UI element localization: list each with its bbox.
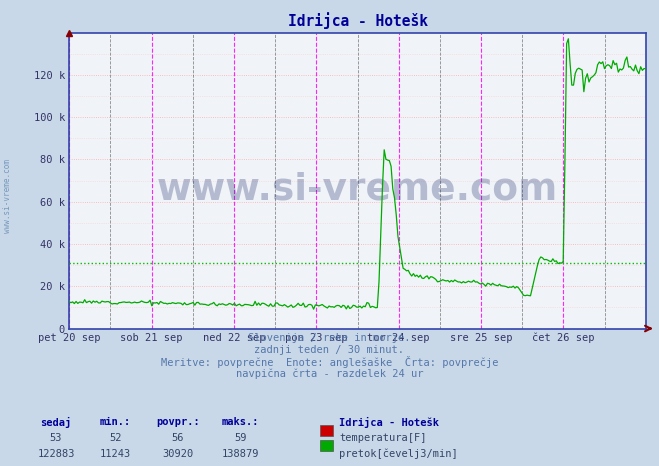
Text: sedaj: sedaj [40, 417, 72, 428]
Text: 56: 56 [172, 433, 184, 443]
Text: 53: 53 [50, 433, 62, 443]
Text: 30920: 30920 [162, 449, 194, 459]
Title: Idrijca - Hotešk: Idrijca - Hotešk [287, 12, 428, 29]
Text: 52: 52 [109, 433, 121, 443]
Text: navpična črta - razdelek 24 ur: navpična črta - razdelek 24 ur [236, 368, 423, 379]
Text: temperatura[F]: temperatura[F] [339, 433, 427, 443]
Text: 122883: 122883 [38, 449, 74, 459]
Text: Idrijca - Hotešk: Idrijca - Hotešk [339, 417, 440, 428]
Text: maks.:: maks.: [222, 417, 259, 427]
Text: www.si-vreme.com: www.si-vreme.com [157, 171, 558, 207]
Text: 59: 59 [235, 433, 246, 443]
Text: zadnji teden / 30 minut.: zadnji teden / 30 minut. [254, 345, 405, 355]
Text: Meritve: povprečne  Enote: anglešaške  Črta: povprečje: Meritve: povprečne Enote: anglešaške Črt… [161, 356, 498, 369]
Text: Slovenija / reke in morje.: Slovenija / reke in morje. [248, 333, 411, 343]
Text: 138879: 138879 [222, 449, 259, 459]
Text: pretok[čevelj3/min]: pretok[čevelj3/min] [339, 449, 458, 459]
Text: www.si-vreme.com: www.si-vreme.com [3, 159, 13, 233]
Text: 11243: 11243 [100, 449, 131, 459]
Text: min.:: min.: [100, 417, 131, 427]
Text: povpr.:: povpr.: [156, 417, 200, 427]
